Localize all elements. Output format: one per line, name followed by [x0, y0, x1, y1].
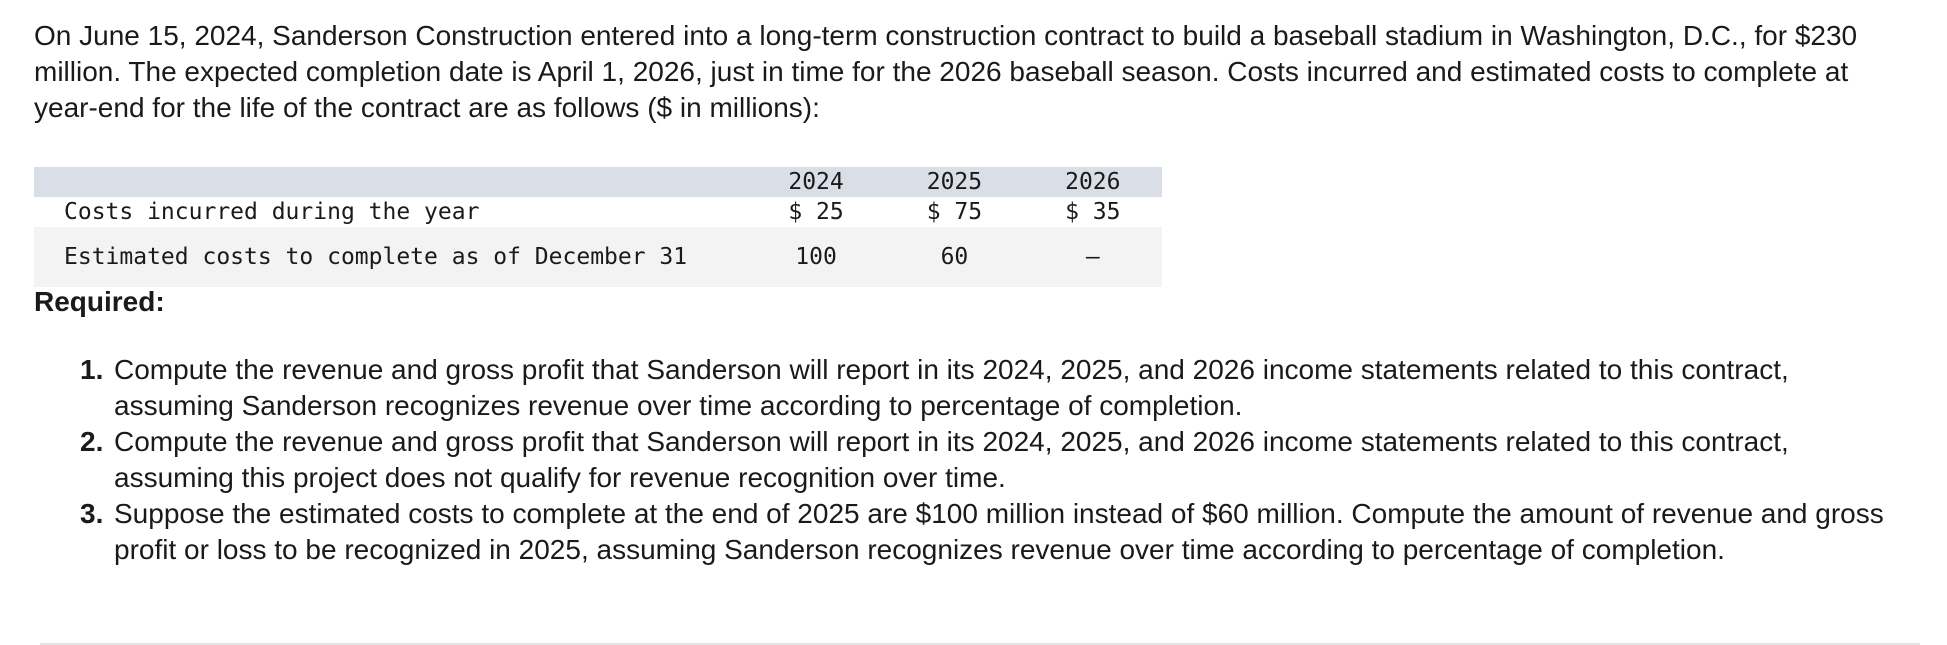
cost-table: 2024 2025 2026 Costs incurred during the…: [34, 167, 1162, 287]
requirement-text: Compute the revenue and gross profit tha…: [114, 426, 1789, 493]
list-item: 2. Compute the revenue and gross profit …: [80, 424, 1910, 496]
list-item: 1. Compute the revenue and gross profit …: [80, 352, 1910, 424]
table-row: Estimated costs to complete as of Decemb…: [34, 227, 1162, 287]
requirement-text: Compute the revenue and gross profit tha…: [114, 354, 1789, 421]
row-label-costs-incurred: Costs incurred during the year: [64, 199, 480, 225]
requirement-number: 1.: [80, 354, 104, 385]
column-header-2025: 2025: [926, 169, 983, 195]
column-header-2026: 2026: [1065, 169, 1121, 195]
requirement-number: 2.: [80, 426, 104, 457]
table-header-row: 2024 2025 2026: [34, 167, 1162, 197]
list-item: 3. Suppose the estimated costs to comple…: [80, 496, 1910, 568]
cell-value: 60: [940, 244, 969, 270]
required-heading: Required:: [34, 286, 165, 317]
column-header-2024: 2024: [788, 169, 844, 195]
requirement-number: 3.: [80, 498, 104, 529]
bottom-divider: [40, 643, 1920, 645]
requirements-list: 1. Compute the revenue and gross profit …: [80, 352, 1910, 568]
cell-value: $ 25: [788, 199, 844, 225]
intro-paragraph: On June 15, 2024, Sanderson Construction…: [34, 20, 1858, 123]
cell-value: $ 35: [1065, 199, 1121, 225]
cell-value: —: [1085, 244, 1100, 270]
cell-value: $ 75: [926, 199, 983, 225]
row-label-estimated-costs: Estimated costs to complete as of Decemb…: [64, 244, 688, 270]
table-row: Costs incurred during the year $ 25 $ 75…: [34, 197, 1162, 227]
table-header-blank: [34, 167, 747, 197]
cell-value: 100: [795, 244, 837, 270]
requirement-text: Suppose the estimated costs to complete …: [114, 498, 1884, 565]
